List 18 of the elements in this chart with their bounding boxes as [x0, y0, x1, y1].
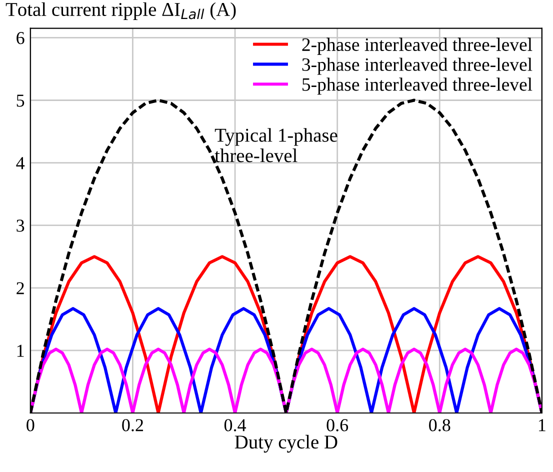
y-tick-label: 3: [16, 220, 24, 232]
y-tick-label: 6: [16, 32, 24, 44]
legend-label: 2-phase interleaved three-level: [302, 38, 532, 55]
y-tick-label: 4: [16, 157, 25, 170]
x-tick-label: 0.6: [326, 419, 348, 432]
y-tick-label: 1: [17, 344, 24, 357]
x-tick-label: 0.4: [224, 419, 246, 432]
y-axis-title: Total current ripple ΔI$_{Lall}$ (A): [6, 2, 236, 20]
x-tick-label: 0.2: [122, 419, 144, 432]
annotation: Typical 1-phase three-level: [214, 128, 338, 162]
legend-label: 5-phase interleaved three-level: [302, 78, 532, 95]
y-tick-label: 2: [16, 282, 24, 294]
x-tick-label: 0.8: [429, 419, 450, 432]
x-axis-title: Duty cycle D: [234, 434, 338, 453]
y-tick-label: 5: [16, 94, 24, 107]
x-tick-label: 1: [539, 419, 546, 432]
x-tick-label: 0: [26, 419, 34, 432]
legend-label: 3-phase interleaved three-level: [302, 58, 532, 75]
